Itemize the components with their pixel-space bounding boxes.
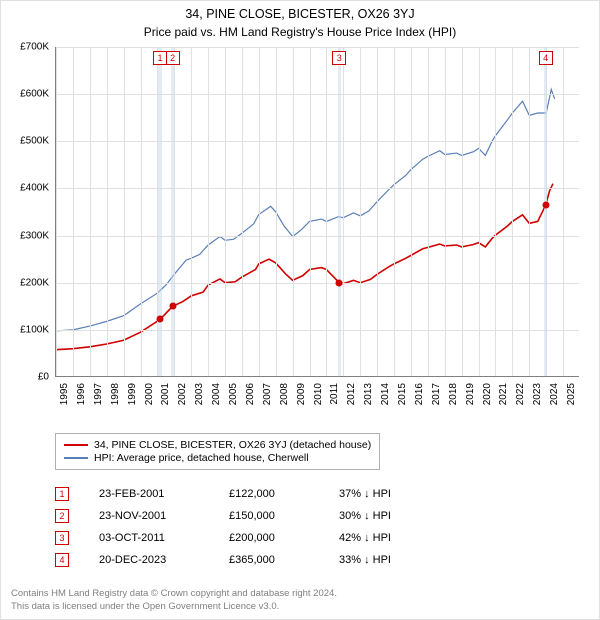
event-marker-box: 3 [332,51,346,65]
transaction-marker: 4 [55,553,69,567]
footer-line2: This data is licensed under the Open Gov… [11,601,337,613]
y-axis-label: £500K [9,136,49,147]
chart-title-address: 34, PINE CLOSE, BICESTER, OX26 3YJ [1,7,599,21]
transaction-marker: 2 [55,509,69,523]
transaction-price: £122,000 [229,488,339,500]
price-marker-dot [169,303,176,310]
plot-region: 1234 [55,47,579,377]
transaction-diff: 33% ↓ HPI [339,554,429,566]
event-marker-box: 4 [539,51,553,65]
transaction-row: 2 23-NOV-2001£150,00030% ↓ HPI [55,505,429,527]
legend-swatch [64,444,88,446]
chart-area: 1234 £0£100K£200K£300K£400K£500K£600K£70… [9,45,593,425]
event-band [171,47,174,376]
legend-swatch [64,457,88,459]
series-hpi [56,89,555,330]
y-axis-label: £600K [9,89,49,100]
transaction-diff: 42% ↓ HPI [339,532,429,544]
y-axis-label: £700K [9,42,49,53]
x-axis-label: 2025 [566,383,600,405]
transaction-marker: 1 [55,487,69,501]
transaction-price: £150,000 [229,510,339,522]
price-marker-dot [336,279,343,286]
transaction-row: 1 23-FEB-2001£122,00037% ↓ HPI [55,483,429,505]
legend-item: 34, PINE CLOSE, BICESTER, OX26 3YJ (deta… [64,439,371,451]
transaction-date: 03-OCT-2011 [99,532,229,544]
transaction-price: £365,000 [229,554,339,566]
transaction-date: 23-NOV-2001 [99,510,229,522]
legend: 34, PINE CLOSE, BICESTER, OX26 3YJ (deta… [55,433,380,470]
chart-container: 34, PINE CLOSE, BICESTER, OX26 3YJ Price… [0,0,600,620]
transaction-row: 4 20-DEC-2023£365,00033% ↓ HPI [55,549,429,571]
y-axis-label: £300K [9,230,49,241]
price-marker-dot [542,201,549,208]
footer-line1: Contains HM Land Registry data © Crown c… [11,588,337,600]
y-axis-label: £200K [9,277,49,288]
event-band [158,47,161,376]
legend-item: HPI: Average price, detached house, Cher… [64,452,371,464]
transaction-marker: 3 [55,531,69,545]
event-band [544,47,547,376]
plot-svg [56,47,580,377]
transaction-date: 23-FEB-2001 [99,488,229,500]
y-axis-label: £400K [9,183,49,194]
transaction-diff: 37% ↓ HPI [339,488,429,500]
chart-title-sub: Price paid vs. HM Land Registry's House … [1,25,599,39]
legend-label: HPI: Average price, detached house, Cher… [94,452,309,464]
transaction-diff: 30% ↓ HPI [339,510,429,522]
event-marker-box: 2 [166,51,180,65]
transaction-table: 1 23-FEB-2001£122,00037% ↓ HPI 2 23-NOV-200… [55,483,429,571]
footer-attribution: Contains HM Land Registry data © Crown c… [11,588,337,613]
event-band [338,47,341,376]
transaction-price: £200,000 [229,532,339,544]
transaction-row: 3 03-OCT-2011£200,00042% ↓ HPI [55,527,429,549]
y-axis-label: £0 [9,372,49,383]
y-axis-label: £100K [9,324,49,335]
price-marker-dot [156,316,163,323]
transaction-date: 20-DEC-2023 [99,554,229,566]
legend-label: 34, PINE CLOSE, BICESTER, OX26 3YJ (deta… [94,439,371,451]
